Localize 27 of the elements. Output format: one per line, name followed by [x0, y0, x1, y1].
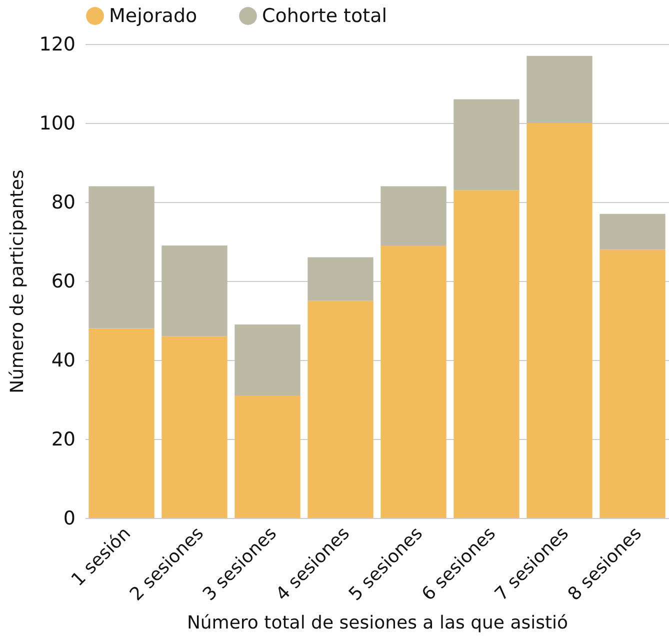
y-tick-label: 40 — [51, 350, 76, 372]
y-axis-title: Número de participantes — [7, 170, 28, 394]
y-tick-label: 100 — [39, 112, 76, 134]
bar — [308, 257, 374, 301]
bar — [88, 186, 154, 328]
bar — [526, 56, 592, 123]
y-tick-label: 20 — [51, 428, 76, 450]
bar — [600, 249, 666, 518]
bar — [308, 300, 374, 518]
y-tick-label: 0 — [63, 508, 76, 530]
bar — [88, 328, 154, 518]
legend-label: Cohorte total — [262, 5, 387, 27]
y-tick-label: 60 — [51, 270, 76, 292]
bar — [162, 245, 228, 336]
y-tick-label: 120 — [39, 34, 76, 56]
bar — [380, 186, 446, 246]
bar — [380, 245, 446, 518]
bar — [234, 324, 300, 396]
bar — [454, 190, 520, 518]
bar — [454, 99, 520, 190]
y-tick-label: 80 — [51, 192, 76, 214]
x-axis-title: Número total de sesiones a las que asistió — [186, 612, 568, 634]
bar — [600, 214, 666, 250]
bar — [234, 396, 300, 518]
legend-label: Mejorado — [109, 5, 198, 27]
bar — [526, 123, 592, 518]
bar — [162, 336, 228, 518]
